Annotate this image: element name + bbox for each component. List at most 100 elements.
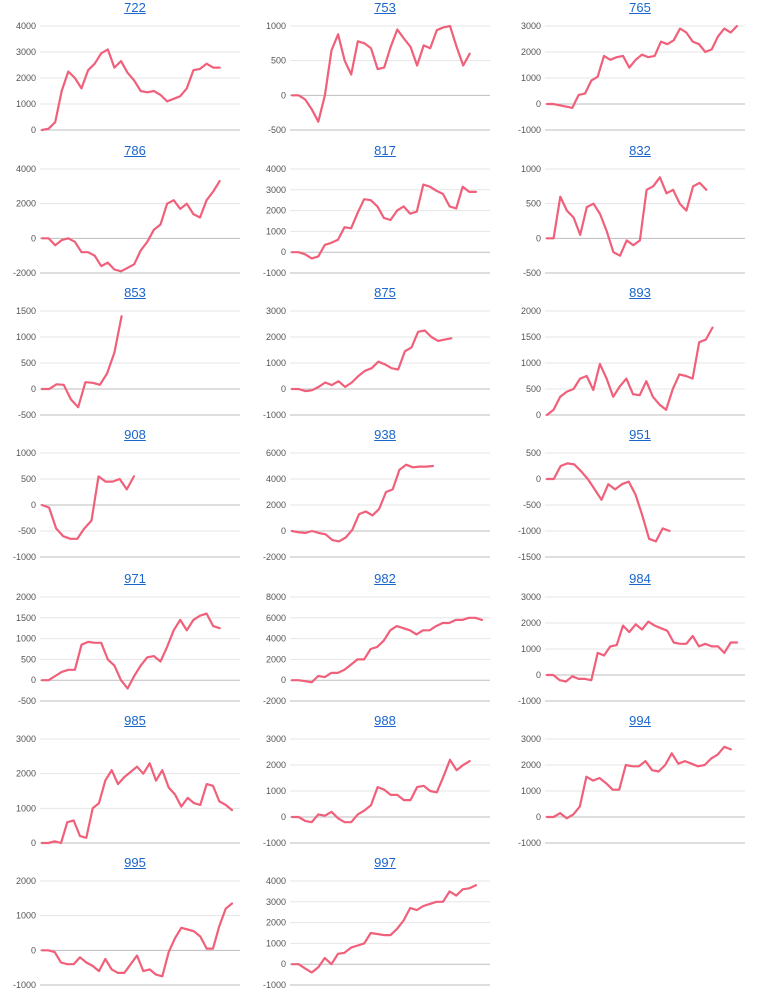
- series-line: [290, 463, 434, 543]
- y-tick-label: 0: [31, 838, 36, 848]
- y-tick-label: 1000: [16, 634, 36, 644]
- chart-title-link[interactable]: 995: [124, 855, 146, 870]
- y-tick-label: 0: [281, 526, 286, 536]
- chart-title-link[interactable]: 817: [374, 143, 396, 158]
- y-tick-label: 500: [526, 448, 541, 458]
- chart-title-link[interactable]: 786: [124, 143, 146, 158]
- chart-panel: 995 -1000 0 1000 2000: [0, 855, 250, 995]
- y-tick-label: 500: [21, 358, 36, 368]
- chart-panel: 951 -1500 -1000 -500 0 500: [505, 427, 755, 567]
- y-tick-label: -1000: [263, 268, 286, 278]
- y-tick-label: 3000: [16, 734, 36, 744]
- y-tick-label: -2000: [263, 696, 286, 706]
- y-tick-label: -1000: [518, 696, 541, 706]
- series-line: [40, 48, 221, 132]
- chart-panel: 832 -500 0 500 1000: [505, 143, 755, 283]
- y-tick-label: 0: [31, 945, 36, 955]
- line-chart: -500 0 500 1000: [521, 164, 745, 278]
- chart-title-link[interactable]: 853: [124, 285, 146, 300]
- y-tick-label: 4000: [266, 634, 286, 644]
- y-tick-label: 500: [526, 384, 541, 394]
- chart-title-link[interactable]: 753: [374, 0, 396, 15]
- y-tick-label: 3000: [521, 592, 541, 602]
- y-tick-label: 0: [281, 247, 286, 257]
- y-tick-label: -500: [18, 526, 36, 536]
- series-line: [545, 620, 739, 683]
- line-chart: -1000 0 1000 2000 3000: [518, 734, 745, 848]
- y-tick-label: 500: [21, 474, 36, 484]
- line-chart: -500 0 500 1000 1500: [16, 306, 240, 420]
- y-tick-label: 2000: [266, 332, 286, 342]
- y-tick-label: 0: [281, 675, 286, 685]
- chart-panel: 971 -500 0 500 1000 1500 2000: [0, 571, 250, 711]
- y-tick-label: 1000: [521, 164, 541, 174]
- y-tick-label: 3000: [266, 306, 286, 316]
- y-tick-label: 2000: [16, 769, 36, 779]
- line-chart: -500 0 500 1000 1500 2000: [16, 592, 240, 706]
- chart-title-link[interactable]: 951: [629, 427, 651, 442]
- chart-panel: 753 -500 0 500 1000: [250, 0, 500, 140]
- chart-title-link[interactable]: 971: [124, 571, 146, 586]
- y-tick-label: 2000: [266, 654, 286, 664]
- chart-panel: 786 -2000 0 2000 4000: [0, 143, 250, 283]
- chart-title-link[interactable]: 893: [629, 285, 651, 300]
- y-tick-label: -1500: [518, 552, 541, 562]
- y-tick-label: 4000: [266, 164, 286, 174]
- y-tick-label: 0: [281, 812, 286, 822]
- y-tick-label: 500: [21, 654, 36, 664]
- chart-panel: 988 -1000 0 1000 2000 3000: [250, 713, 500, 853]
- chart-title-link[interactable]: 997: [374, 855, 396, 870]
- y-tick-label: 2000: [521, 618, 541, 628]
- y-tick-label: 4000: [16, 164, 36, 174]
- line-chart: -1000 0 1000 2000 3000: [518, 592, 745, 706]
- y-tick-label: 3000: [521, 21, 541, 31]
- chart-panel: 985 0 1000 2000 3000: [0, 713, 250, 853]
- y-tick-label: 8000: [266, 592, 286, 602]
- chart-title-link[interactable]: 994: [629, 713, 651, 728]
- line-chart: -1000 0 1000 2000 3000 4000: [263, 164, 490, 278]
- chart-title-link[interactable]: 938: [374, 427, 396, 442]
- chart-title-link[interactable]: 984: [629, 571, 651, 586]
- line-chart: 0 1000 2000 3000: [16, 734, 240, 848]
- chart-title-link[interactable]: 982: [374, 571, 396, 586]
- chart-title-link[interactable]: 832: [629, 143, 651, 158]
- y-tick-label: 4000: [266, 876, 286, 886]
- chart-panel: 908 -1000 -500 0 500 1000: [0, 427, 250, 567]
- y-tick-label: 3000: [266, 185, 286, 195]
- chart-title-link[interactable]: 722: [124, 0, 146, 15]
- chart-title-link[interactable]: 985: [124, 713, 146, 728]
- line-chart: 0 1000 2000 3000 4000: [16, 21, 240, 135]
- series-line: [290, 884, 477, 974]
- series-line: [40, 612, 221, 690]
- y-tick-label: -500: [268, 125, 286, 135]
- y-tick-label: 0: [281, 959, 286, 969]
- y-tick-label: 1000: [266, 938, 286, 948]
- series-line: [545, 176, 708, 257]
- chart-title-link[interactable]: 908: [124, 427, 146, 442]
- y-tick-label: 1000: [16, 803, 36, 813]
- chart-title-link[interactable]: 875: [374, 285, 396, 300]
- line-chart: -1000 0 1000 2000 3000: [518, 21, 745, 135]
- y-tick-label: 0: [536, 812, 541, 822]
- series-line: [290, 24, 471, 123]
- y-tick-label: -1000: [518, 526, 541, 536]
- y-tick-label: 2000: [266, 500, 286, 510]
- y-tick-label: 0: [536, 410, 541, 420]
- y-tick-label: 1000: [521, 786, 541, 796]
- series-line: [40, 762, 234, 845]
- y-tick-label: 0: [536, 670, 541, 680]
- y-tick-label: 1500: [16, 306, 36, 316]
- y-tick-label: -500: [18, 410, 36, 420]
- y-tick-label: -1000: [263, 980, 286, 990]
- y-tick-label: 0: [536, 233, 541, 243]
- line-chart: -1000 0 1000 2000: [13, 876, 240, 990]
- chart-title-link[interactable]: 988: [374, 713, 396, 728]
- chart-title-link[interactable]: 765: [629, 0, 651, 15]
- line-chart: -1000 0 1000 2000 3000 4000: [263, 876, 490, 990]
- y-tick-label: 0: [31, 500, 36, 510]
- y-tick-label: 1000: [266, 226, 286, 236]
- chart-panel: 994 -1000 0 1000 2000 3000: [505, 713, 755, 853]
- series-line: [545, 745, 732, 820]
- line-chart: -1500 -1000 -500 0 500: [518, 448, 745, 562]
- series-line: [545, 462, 671, 543]
